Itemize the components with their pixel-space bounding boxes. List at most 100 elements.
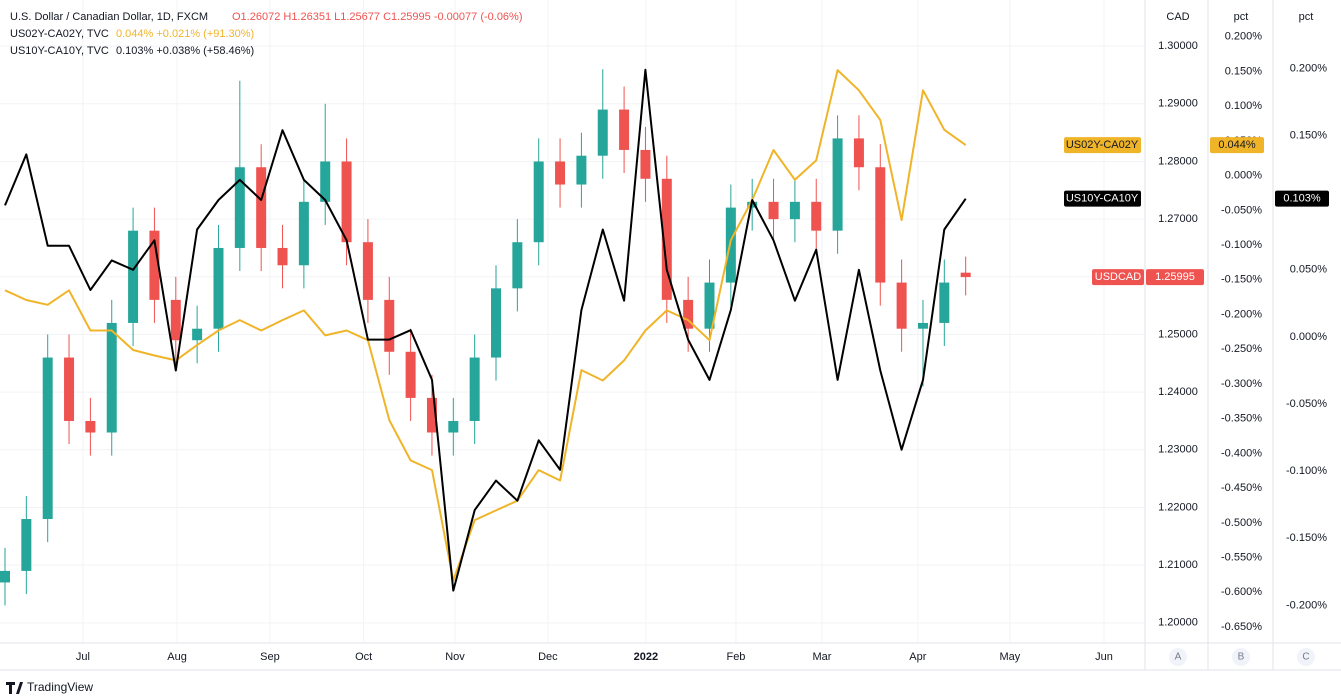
price-tag: [1146, 269, 1204, 286]
candle-body: [704, 282, 715, 329]
series-tag: [1210, 137, 1264, 154]
candle-body: [21, 519, 32, 571]
y-tick-label: -0.250%: [1221, 343, 1262, 355]
axis-unit: CAD: [1166, 11, 1189, 23]
series-tag-name: US10Y-CA10Y: [1066, 193, 1139, 205]
y-tick-label: 1.20000: [1158, 617, 1198, 629]
y-tick-label: -0.600%: [1221, 586, 1262, 598]
series-tag: [1064, 137, 1141, 154]
candle-body: [896, 282, 907, 329]
candle-body: [597, 109, 608, 156]
series-line: [4, 69, 967, 582]
y-tick-label: 1.21000: [1158, 559, 1198, 571]
candle-body: [170, 299, 181, 341]
brand-name: TradingView: [27, 680, 93, 694]
y-tick-label: 1.22000: [1158, 501, 1198, 513]
series-line: [4, 68, 967, 592]
candle-body: [491, 288, 502, 358]
candle-body: [298, 201, 309, 266]
x-tick-label: Dec: [538, 651, 558, 663]
x-tick-label: May: [999, 651, 1020, 663]
candle-body: [811, 201, 822, 231]
x-tick-label: Sep: [260, 651, 280, 663]
y-tick-label: 0.000%: [1290, 331, 1328, 343]
candle-body: [234, 167, 245, 248]
y-tick-label: 1.27000: [1158, 213, 1198, 225]
y-tick-label: 0.000%: [1225, 170, 1263, 182]
price-tag: [1092, 269, 1144, 286]
legend-values: 0.044% +0.021% (+91.30%): [116, 28, 254, 40]
candle-body: [42, 357, 53, 520]
y-tick-label: 1.29000: [1158, 98, 1198, 110]
y-tick-label: -0.150%: [1286, 532, 1327, 544]
y-tick-label: -0.300%: [1221, 378, 1262, 390]
candle-body: [576, 155, 587, 185]
y-tick-label: 1.28000: [1158, 155, 1198, 167]
axis-unit: pct: [1234, 11, 1249, 23]
x-tick-label: Apr: [909, 651, 926, 663]
y-tick-label: 1.23000: [1158, 444, 1198, 456]
grid: [0, 0, 1145, 643]
candle-body: [426, 397, 437, 433]
x-tick-label: Aug: [167, 651, 187, 663]
x-tick-label: Mar: [813, 651, 832, 663]
candle-body: [448, 420, 459, 433]
y-tick-label: -0.450%: [1221, 482, 1262, 494]
candle-body: [320, 161, 331, 202]
series-tag: [1275, 190, 1329, 207]
y-tick-label: -0.500%: [1221, 517, 1262, 529]
y-tick-label: -0.200%: [1286, 599, 1327, 611]
y-tick-label: -0.100%: [1221, 239, 1262, 251]
candle-body: [192, 328, 203, 341]
price-tag-name: USDCAD: [1095, 271, 1142, 283]
candle-body: [725, 207, 736, 283]
y-tick-label: -0.150%: [1221, 274, 1262, 286]
pane-button: [1232, 648, 1250, 666]
pane-button: [1169, 648, 1187, 666]
x-tick-label: Jul: [76, 651, 90, 663]
y-tick-label: 0.050%: [1290, 264, 1328, 276]
candle-body: [469, 357, 480, 421]
chart-title: U.S. Dollar / Canadian Dollar, 1D, FXCM: [10, 11, 208, 23]
candle-body: [128, 230, 139, 323]
y-tick-label: -0.350%: [1221, 413, 1262, 425]
pane-label: C: [1302, 652, 1309, 663]
y-tick-label: 1.30000: [1158, 40, 1198, 52]
candle-body: [106, 322, 117, 433]
candle-body: [405, 351, 416, 398]
x-tick-label: 2022: [634, 651, 658, 663]
y-tick-label: 1.25000: [1158, 328, 1198, 340]
candle-body: [853, 138, 864, 168]
y-tick-label: 0.100%: [1225, 100, 1263, 112]
pane-label: A: [1175, 652, 1182, 663]
candle-body: [341, 161, 352, 243]
x-tick-label: Jun: [1095, 651, 1113, 663]
candle-body: [555, 161, 566, 185]
candle-body: [533, 161, 544, 243]
legend-entry: US02Y-CA02Y, TVC: [10, 28, 109, 40]
candle-body: [960, 272, 971, 278]
legend-entry: US10Y-CA10Y, TVC: [10, 45, 109, 57]
y-tick-label: -0.050%: [1286, 398, 1327, 410]
candle-body: [832, 138, 843, 231]
candle-body: [0, 570, 10, 583]
y-tick-label: -0.200%: [1221, 308, 1262, 320]
candle-body: [640, 149, 651, 179]
candle-body: [619, 109, 630, 150]
candle-body: [683, 299, 694, 329]
legend-values: 0.103% +0.038% (+58.46%): [116, 45, 254, 57]
y-tick-label: -0.650%: [1221, 621, 1262, 633]
candle-body: [512, 242, 523, 289]
logo-icon: [6, 682, 23, 694]
candle-body: [256, 167, 267, 248]
candle-body: [277, 247, 288, 266]
candle-body: [875, 167, 886, 283]
candle-body: [939, 282, 950, 323]
candle-body: [768, 201, 779, 220]
candle-body: [149, 230, 160, 300]
y-tick-label: 0.200%: [1225, 31, 1263, 43]
candle-body: [85, 420, 96, 433]
series-tag-value: 0.044%: [1218, 139, 1256, 151]
